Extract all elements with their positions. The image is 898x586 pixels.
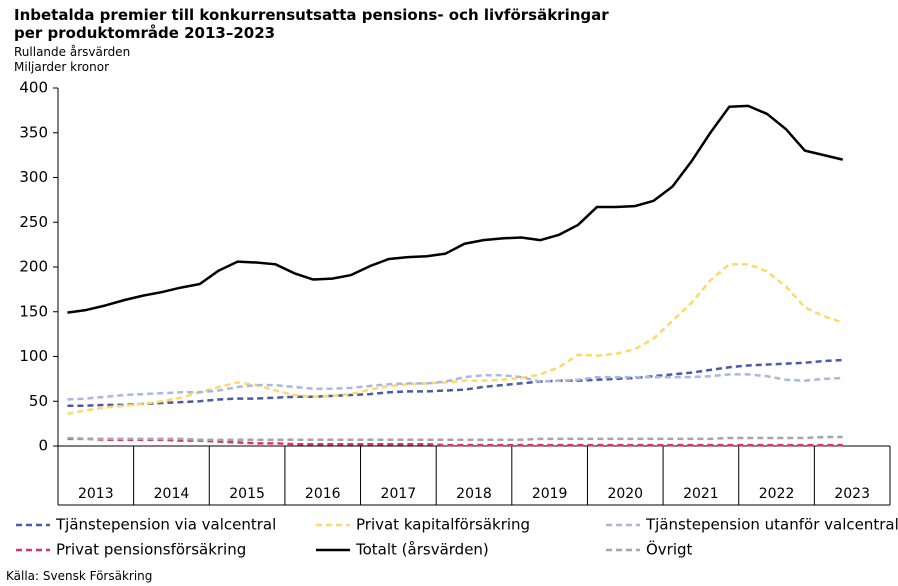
x-tick-label: 2018 [456, 486, 492, 502]
x-tick-label: 2013 [78, 486, 114, 502]
x-tick-label: 2017 [381, 486, 417, 502]
subtitle: Rullande årsvärden [14, 45, 130, 59]
x-tick-label: 2019 [532, 486, 568, 502]
series-line [67, 263, 844, 416]
legend-label: Totalt (årsvärden) [355, 541, 489, 559]
series-line [67, 437, 843, 447]
y-tick-label: 50 [29, 392, 48, 410]
legend-label: Privat pensionsförsäkring [56, 541, 246, 559]
legend-label: Övrigt [646, 540, 693, 559]
series-line [67, 373, 843, 401]
y-tick-label: 400 [19, 79, 48, 97]
legend-label: Tjänstepension utanför valcentral [645, 516, 898, 534]
series-line [67, 358, 843, 407]
series-line [67, 104, 844, 314]
x-tick-label: 2021 [683, 486, 719, 502]
y-tick-label: 250 [19, 213, 48, 231]
x-tick-label: 2014 [154, 486, 190, 502]
y-tick-label: 200 [19, 258, 48, 276]
y-tick-label: 100 [19, 347, 48, 365]
x-tick-label: 2020 [607, 486, 643, 502]
y-tick-label: 300 [19, 168, 48, 186]
y-tick-label: 150 [19, 302, 48, 320]
series-line [67, 435, 843, 441]
chart-title: Inbetalda premier till konkurrensutsatta… [14, 6, 609, 42]
y-axis-label: Miljarder kronor [14, 60, 109, 74]
x-tick-label: 2023 [834, 486, 870, 502]
legend-label: Tjänstepension via valcentral [55, 516, 276, 534]
y-tick-label: 350 [19, 123, 48, 141]
x-tick-label: 2016 [305, 486, 341, 502]
y-tick-label: 0 [38, 437, 48, 455]
x-tick-label: 2022 [759, 486, 795, 502]
x-tick-label: 2015 [229, 486, 265, 502]
legend-label: Privat kapitalförsäkring [356, 516, 530, 534]
source: Källa: Svensk Försäkring [6, 569, 152, 583]
